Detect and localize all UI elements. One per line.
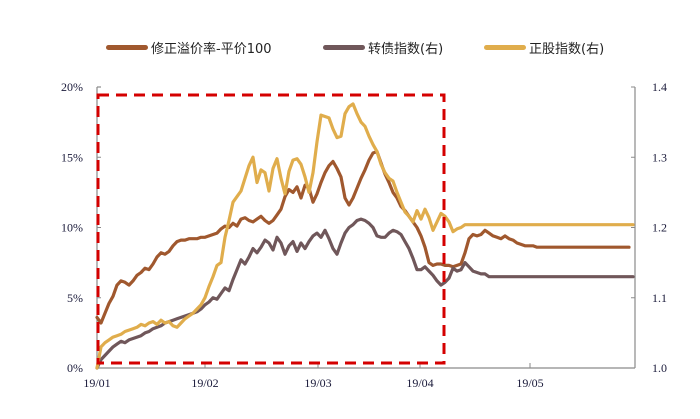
right-y-tick-label: 1.0 xyxy=(652,361,667,375)
right-y-tick-label: 1.1 xyxy=(652,291,667,305)
chart-legend: 修正溢价率-平价100 转债指数(右) 正股指数(右) xyxy=(0,38,700,62)
left-y-tick-label: 20% xyxy=(61,80,83,94)
legend-item-stock-index: 正股指数(右) xyxy=(484,38,604,57)
legend-label-premium-rate: 修正溢价率-平价100 xyxy=(151,42,272,57)
highlight-box xyxy=(96,93,446,365)
x-tick-label: 19/05 xyxy=(516,376,543,390)
legend-item-premium-rate: 修正溢价率-平价100 xyxy=(106,38,272,57)
series-line-2 xyxy=(95,102,635,370)
left-y-tick-label: 10% xyxy=(61,221,83,235)
legend-swatch-stock-index xyxy=(484,45,526,50)
legend-label-cb-index: 转债指数(右) xyxy=(368,42,444,57)
right-y-tick-label: 1.4 xyxy=(652,80,667,94)
right-y-tick-label: 1.2 xyxy=(652,221,667,235)
x-tick-label: 19/01 xyxy=(83,376,110,390)
series-line-0 xyxy=(95,150,631,325)
left-y-tick-label: 15% xyxy=(61,150,83,164)
left-y-tick-label: 0% xyxy=(67,361,83,375)
highlight-rect xyxy=(96,93,446,365)
x-tick-label: 19/04 xyxy=(406,376,433,390)
x-tick-label: 19/03 xyxy=(304,376,331,390)
legend-label-stock-index: 正股指数(右) xyxy=(529,42,605,57)
chart-axes: 0% 5% 10% 15% 20% 1.0 1.1 1.2 1.3 1.4 19/01 19/02 19… xyxy=(61,80,667,390)
right-y-tick-label: 1.3 xyxy=(652,150,667,164)
left-y-tick-label: 5% xyxy=(67,291,83,305)
legend-swatch-cb-index xyxy=(323,45,365,50)
series-line-1 xyxy=(95,217,635,370)
x-tick-label: 19/02 xyxy=(191,376,218,390)
legend-item-cb-index: 转债指数(右) xyxy=(323,38,443,57)
legend-swatch-premium-rate xyxy=(106,45,148,50)
chart-lines xyxy=(95,102,635,370)
